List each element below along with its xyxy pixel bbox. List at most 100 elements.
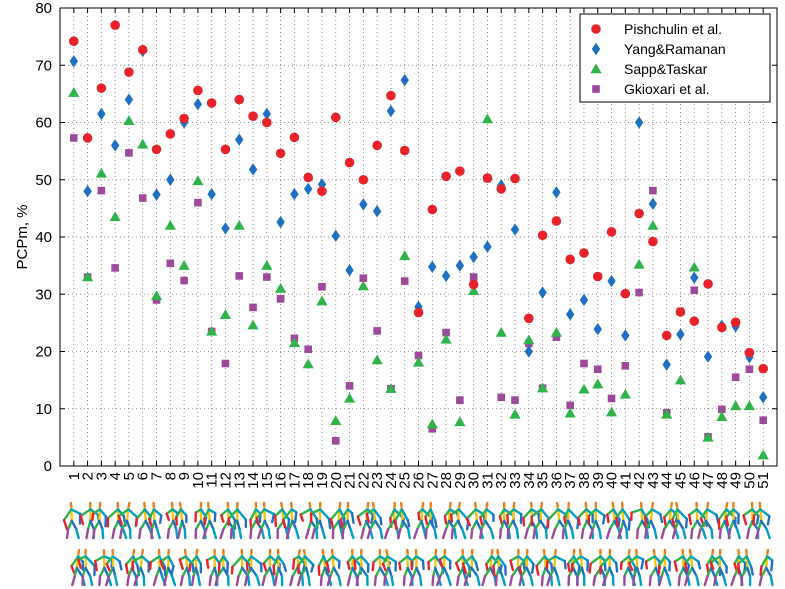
pose-limb [94, 559, 98, 572]
pose-limb [449, 513, 454, 523]
pose-limb [498, 508, 506, 518]
pose-limb [635, 555, 645, 561]
pose-limb [175, 508, 183, 519]
pose-limb [705, 563, 710, 574]
point-diamond [166, 173, 175, 186]
pose-limb [294, 528, 300, 540]
x-tick-label: 20 [328, 472, 345, 489]
pose-limb [461, 555, 474, 566]
point-triangle [716, 411, 728, 421]
pose-limb [421, 559, 425, 571]
point-triangle [509, 408, 521, 419]
pose-limb [449, 508, 461, 516]
legend-marker-square [592, 85, 600, 93]
pose-limb [770, 559, 774, 572]
pose-figure [660, 501, 680, 540]
pose-figure [394, 501, 411, 540]
pose-limb [463, 575, 469, 587]
pose-limb [178, 558, 184, 571]
pose-limb [506, 508, 515, 517]
pose-limb [530, 562, 535, 575]
point-diamond [83, 185, 92, 198]
pose-limb [688, 513, 693, 526]
pose-limb [356, 515, 362, 526]
pose-limb [139, 566, 146, 578]
pose-limb [535, 555, 546, 568]
point-diamond [207, 187, 216, 201]
pose-limb [289, 575, 294, 587]
point-triangle [578, 383, 590, 394]
pose-limb [309, 508, 319, 521]
pose-limb [407, 528, 411, 540]
pose-limb [563, 515, 567, 525]
pose-limb [413, 528, 419, 540]
pose-limb [79, 514, 85, 526]
pose-limb [704, 519, 713, 531]
pose-limb [736, 562, 741, 575]
pose-limb [539, 519, 548, 531]
pose-limb [522, 508, 533, 520]
point-triangle [647, 219, 659, 230]
pose-limb [179, 508, 188, 517]
pose-limb [346, 575, 352, 587]
pose-limb [561, 528, 565, 540]
pose-limb [105, 575, 110, 587]
pose-limb [329, 566, 335, 578]
x-tick-label: 2 [80, 472, 97, 480]
pose-limb [277, 555, 286, 566]
pose-limb [273, 575, 278, 587]
pose-figure [91, 501, 108, 540]
point-square [414, 351, 423, 360]
pose-limb [133, 575, 139, 587]
x-tick-label: 17 [286, 472, 303, 489]
pose-limb [594, 519, 601, 531]
pose-limb [566, 562, 571, 573]
point-circle [82, 133, 93, 143]
pose-limb [635, 566, 641, 578]
pose-limb [722, 575, 728, 587]
pose-limb [746, 528, 751, 540]
y-axis-label: PCPm, % [14, 204, 31, 269]
pose-limb [628, 561, 634, 572]
point-circle [275, 148, 286, 159]
point-circle [358, 174, 369, 185]
point-circle [510, 173, 520, 184]
pose-figure [381, 548, 397, 587]
y-tick-label: 50 [35, 172, 52, 189]
pose-limb [227, 508, 239, 520]
pose-figure [688, 501, 708, 540]
pose-limb [213, 566, 219, 578]
pose-limb [124, 563, 129, 575]
pose-limb [172, 519, 178, 531]
pose-limb [291, 519, 298, 531]
point-square [552, 333, 561, 341]
point-triangle [633, 258, 645, 269]
point-circle [758, 363, 769, 374]
pose-limb [208, 519, 215, 531]
x-tick-label: 28 [438, 472, 455, 489]
pose-limb [628, 555, 638, 565]
point-diamond [152, 188, 161, 201]
x-tick-label: 21 [342, 472, 359, 489]
pose-limb [605, 528, 611, 540]
point-circle [482, 173, 493, 183]
pose-limb [245, 555, 253, 565]
pose-limb [379, 528, 384, 540]
pose-limb [571, 566, 579, 578]
pose-limb [263, 508, 276, 516]
pose-limb [697, 560, 702, 570]
x-tick-label: 38 [576, 472, 593, 489]
pose-thumbnails [62, 501, 774, 587]
pose-limb [608, 519, 616, 531]
pose-limb [286, 518, 291, 530]
pose-figure [615, 501, 631, 540]
x-tick-label: 31 [479, 472, 496, 489]
pose-limb [671, 518, 677, 530]
pose-limb [648, 575, 652, 587]
pose-limb [755, 514, 760, 525]
pose-limb [197, 575, 202, 587]
pose-limb [381, 555, 389, 566]
pose-limb [185, 566, 191, 578]
pose-figure [255, 501, 276, 540]
point-diamond [248, 163, 258, 176]
